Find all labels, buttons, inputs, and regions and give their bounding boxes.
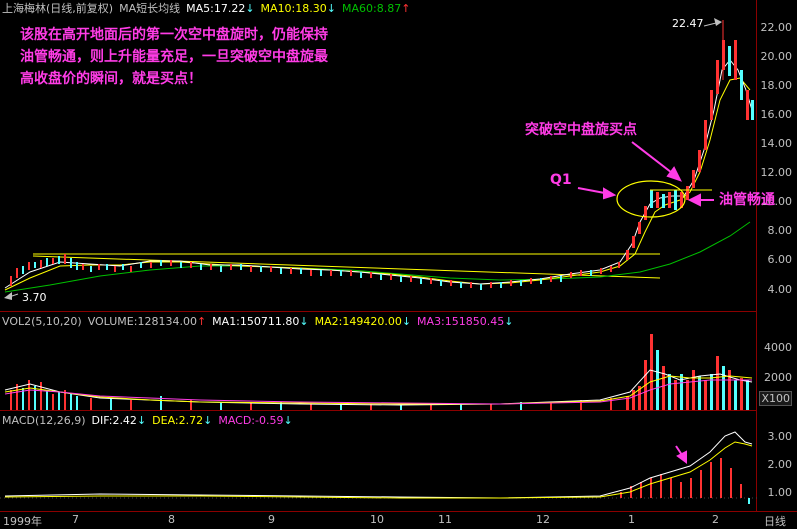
macd-panel <box>0 410 757 512</box>
vol-ma1-arrow-icon: ↓ <box>299 315 309 328</box>
ma60-value: MA60:8.87 <box>341 2 402 15</box>
month-label: 10 <box>370 513 384 526</box>
vol-ma2-value: MA2:149420.00 <box>314 315 402 328</box>
volume-y-axis: 4000 2000 X100 <box>756 311 797 410</box>
date-axis: 1999年 7 8 9 10 11 12 1 2 日线 <box>0 511 797 528</box>
ma-type-label[interactable]: MA短长均线 <box>119 2 181 15</box>
year-label: 1999年 <box>3 515 42 528</box>
pipe-clear-label: 油管畅通 <box>719 192 775 208</box>
ma10-line <box>4 77 751 291</box>
buy-point-label: 突破空中盘旋买点 <box>525 122 637 138</box>
candles-flat <box>10 254 620 290</box>
annotation-line-3: 高收盘价的瞬间，就是买点！ <box>20 71 202 87</box>
ma60-arrow-icon: ↑ <box>401 2 411 15</box>
ma10-value: MA10:18.30 <box>260 2 327 15</box>
volume-value: VOLUME:128134.00 <box>87 315 197 328</box>
dea-value: DEA:2.72 <box>152 414 204 427</box>
price-tick: 4.00 <box>767 283 793 296</box>
volume-unit: X100 <box>759 391 792 406</box>
candles-rally <box>626 20 754 260</box>
macd-title[interactable]: MACD(12,26,9) <box>2 414 86 427</box>
month-label: 7 <box>72 513 79 526</box>
price-tick: 12.00 <box>760 166 793 179</box>
dea-arrow-icon: ↓ <box>203 414 213 427</box>
volume-tick: 2000 <box>764 371 792 384</box>
ma5-value: MA5:17.22 <box>186 2 246 15</box>
volume-tick: 4000 <box>764 341 792 354</box>
month-label: 9 <box>268 513 275 526</box>
vol-ma3-arrow-icon: ↓ <box>504 315 514 328</box>
high-price-label: 22.47 <box>672 17 704 30</box>
macd-tick: 3.00 <box>767 430 793 443</box>
price-tick: 10.00 <box>760 195 793 208</box>
price-tick: 20.00 <box>760 50 793 63</box>
price-tick: 18.00 <box>760 79 793 92</box>
price-tick: 22.00 <box>760 21 793 34</box>
macd-y-axis: 3.00 2.00 1.00 <box>756 410 797 511</box>
ma10-arrow-icon: ↓ <box>326 2 336 15</box>
vol-ma2-arrow-icon: ↓ <box>401 315 412 328</box>
price-y-axis: 22.00 20.00 18.00 16.00 14.00 12.00 10.0… <box>756 0 797 311</box>
month-label: 8 <box>168 513 175 526</box>
low-price-label: 3.70 <box>22 291 47 304</box>
macd-chart[interactable] <box>0 428 757 511</box>
period-label[interactable]: 日线 <box>764 515 786 528</box>
price-tick: 14.00 <box>760 137 793 150</box>
volume-arrow-icon: ↑ <box>196 315 207 328</box>
vol-ma1-value: MA1:150711.80 <box>212 315 300 328</box>
volume-panel <box>0 311 757 411</box>
price-chart[interactable] <box>0 0 757 311</box>
volume-chart[interactable] <box>0 330 757 410</box>
annotation-arrows <box>577 141 714 207</box>
volume-title[interactable]: VOL2(5,10,20) <box>2 315 82 328</box>
macd-histogram <box>620 458 750 504</box>
month-label: 1 <box>628 513 635 526</box>
macd-tick: 1.00 <box>767 486 793 499</box>
vol-ma3-value: MA3:151850.45 <box>417 315 505 328</box>
macd-arrow-icon: ↓ <box>283 414 293 427</box>
price-tick: 6.00 <box>767 253 793 266</box>
dif-arrow-icon: ↓ <box>136 414 147 427</box>
month-label: 12 <box>536 513 550 526</box>
price-tick: 8.00 <box>767 224 793 237</box>
dea-line <box>4 441 753 499</box>
month-label: 2 <box>712 513 719 526</box>
price-tick: 16.00 <box>760 108 793 121</box>
price-legend: 上海梅林(日线,前复权) MA短长均线 MA5:17.22 ↓ MA10:18.… <box>2 2 410 16</box>
macd-arrow <box>675 445 687 464</box>
month-label: 11 <box>438 513 452 526</box>
consolidation-ellipse <box>616 180 686 218</box>
trend-line <box>32 255 661 279</box>
macd-value: MACD:-0.59 <box>218 414 284 427</box>
q1-label: Q1 <box>550 172 572 188</box>
dif-line <box>4 431 753 499</box>
annotation-line-1: 该股在高开地面后的第一次空中盘旋时，仍能保持 <box>20 27 328 43</box>
dif-value: DIF:2.42 <box>91 414 137 427</box>
volume-bars <box>10 334 749 410</box>
volume-legend: VOL2(5,10,20) VOLUME:128134.00 ↑ MA1:150… <box>2 315 513 329</box>
annotation-line-2: 油管畅通，则上升能量充足，一旦突破空中盘旋最 <box>20 49 328 65</box>
stock-title[interactable]: 上海梅林(日线,前复权) <box>2 2 114 15</box>
ma60-line <box>4 221 751 293</box>
macd-legend: MACD(12,26,9) DIF:2.42 ↓ DEA:2.72 ↓ MACD… <box>2 414 293 428</box>
macd-tick: 2.00 <box>767 458 793 471</box>
vol-ma3-line <box>4 379 752 405</box>
ma5-arrow-icon: ↓ <box>245 2 255 15</box>
